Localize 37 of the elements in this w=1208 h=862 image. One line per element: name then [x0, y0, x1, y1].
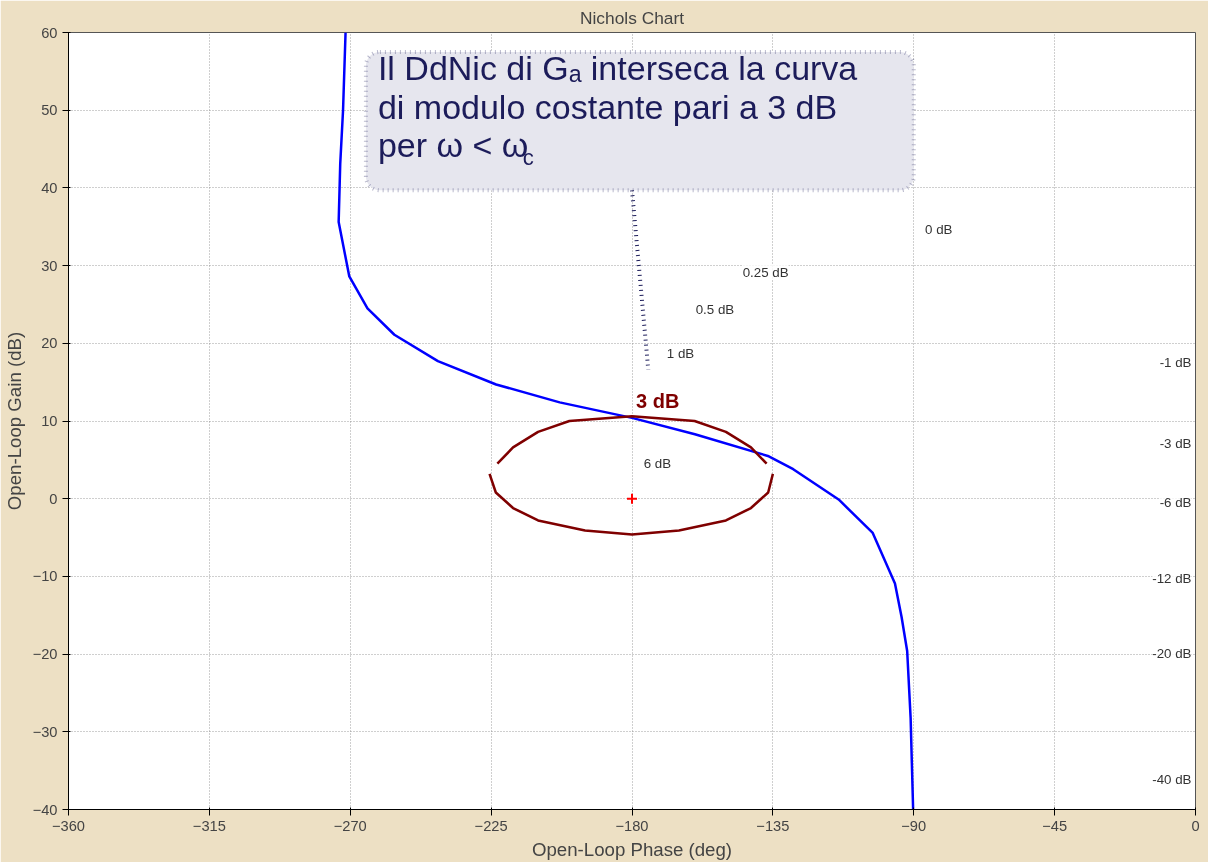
y-tick-label: 10	[41, 413, 58, 429]
x-tick-label: −225	[474, 817, 508, 834]
series-label: 3 dB	[636, 390, 680, 413]
annotation: -1 dB	[1159, 355, 1192, 371]
x-tick-label: −135	[756, 817, 790, 834]
x-tick-label: −270	[333, 817, 367, 834]
annotation: -20 dB	[1152, 645, 1192, 661]
y-axis-title: Open-Loop Gain (dB)	[3, 331, 25, 511]
y-tick-label: −40	[32, 801, 58, 818]
line-series	[488, 472, 775, 536]
y-tick-label: 40	[41, 179, 58, 196]
annotation: 6 dB	[643, 456, 672, 472]
annotation: -40 dB	[1152, 772, 1192, 788]
y-tick-label: 30	[41, 257, 58, 274]
y-tick-label: −10	[32, 568, 58, 585]
annotation: 0 dB	[925, 221, 953, 237]
chart-title: Nichols Chart	[580, 7, 685, 28]
annotation: 1 dB	[666, 345, 695, 361]
x-tick-label: −315	[192, 817, 226, 834]
y-tick-label: 0	[49, 490, 58, 507]
annotation: -12 dB	[1152, 571, 1192, 587]
annotation: -6 dB	[1159, 495, 1192, 511]
x-axis-title: Open-Loop Phase (deg)	[531, 838, 733, 860]
x-tick-label: −180	[615, 817, 649, 834]
line-series	[337, 32, 915, 810]
y-tick-label: −30	[32, 723, 58, 740]
annotation: -3 dB	[1159, 436, 1192, 452]
annotation: 0.5 dB	[695, 302, 735, 318]
x-tick-label: −360	[51, 817, 86, 834]
y-tick-label: 50	[41, 102, 58, 119]
x-tick-label: −45	[1042, 817, 1068, 834]
x-tick-label: 0	[1191, 817, 1200, 834]
y-tick-label: 20	[41, 335, 58, 352]
x-tick-label: −90	[901, 817, 927, 834]
annotation: 0.25 dB	[742, 265, 789, 281]
y-tick-label: −20	[32, 646, 58, 663]
y-tick-label: 60	[41, 24, 58, 41]
